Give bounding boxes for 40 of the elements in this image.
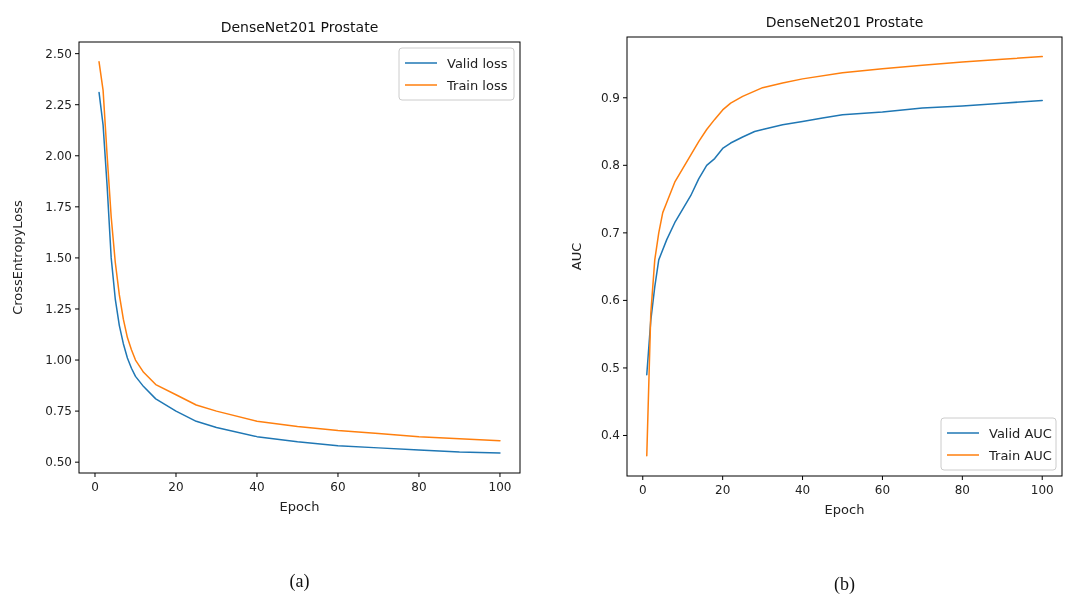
y-tick-label: 2.00 (45, 148, 72, 163)
legend-label: Train AUC (988, 448, 1052, 463)
chart-title: DenseNet201 Prostate (220, 19, 379, 35)
x-axis-title: Epoch (824, 502, 865, 517)
x-tick-label: 100 (1030, 483, 1054, 497)
chart-title: DenseNet201 Prostate (765, 14, 924, 30)
y-tick-label: 1.25 (45, 301, 72, 316)
x-tick-label: 40 (794, 483, 811, 497)
y-tick-label: 1.50 (45, 250, 72, 265)
x-tick-label: 0 (638, 483, 647, 497)
x-tick-label: 100 (488, 480, 512, 494)
legend-label: Valid AUC (989, 426, 1052, 441)
y-axis-title: AUC (569, 242, 584, 271)
y-tick-label: 0.6 (600, 293, 620, 308)
text: (b) (834, 574, 855, 595)
x-tick-label: 0 (91, 480, 99, 494)
y-tick-label: 0.50 (45, 455, 72, 470)
y-tick-label: 1.75 (45, 199, 72, 214)
y-axis-title: CrossEntropyLoss (10, 199, 25, 315)
y-tick-label: 0.8 (600, 158, 620, 173)
y-tick-label: 1.00 (45, 353, 72, 368)
x-tick-label: 80 (411, 480, 427, 494)
legend-label: Valid loss (447, 56, 508, 71)
y-tick-label: 0.75 (45, 404, 72, 419)
x-axis-title: Epoch (279, 499, 320, 514)
text: (a) (289, 571, 310, 592)
y-tick-label: 0.7 (600, 225, 620, 240)
x-tick-label: 40 (249, 480, 265, 494)
y-tick-label: 0.4 (600, 428, 620, 443)
y-tick-label: 2.25 (45, 97, 72, 112)
y-tick-label: 2.50 (45, 46, 72, 61)
legend-label: Train loss (446, 78, 508, 93)
x-tick-label: 60 (330, 480, 346, 494)
x-tick-label: 60 (874, 483, 891, 497)
y-tick-label: 0.5 (600, 360, 620, 375)
line-series (646, 99, 1043, 376)
x-tick-label: 20 (715, 483, 731, 497)
x-tick-label: 20 (168, 480, 184, 494)
y-tick-label: 0.9 (600, 90, 620, 105)
x-tick-label: 80 (954, 483, 970, 497)
